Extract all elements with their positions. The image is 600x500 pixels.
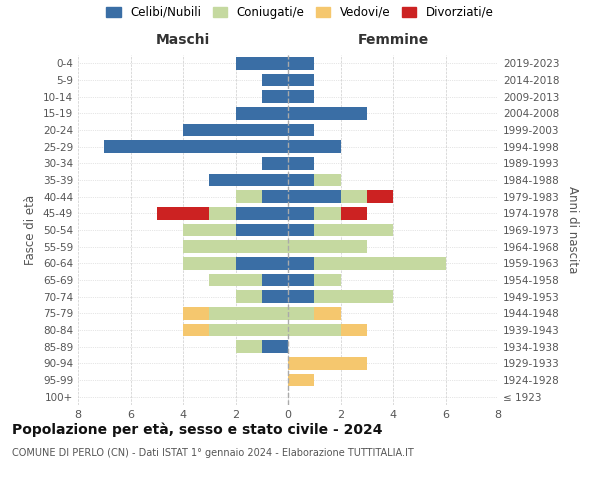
- Bar: [235, 190, 262, 203]
- Bar: [235, 340, 262, 353]
- Bar: [104, 140, 288, 153]
- Bar: [288, 224, 314, 236]
- Bar: [288, 240, 367, 253]
- Bar: [235, 207, 288, 220]
- Bar: [288, 140, 341, 153]
- Bar: [209, 174, 288, 186]
- Bar: [341, 190, 367, 203]
- Bar: [288, 190, 341, 203]
- Bar: [183, 124, 288, 136]
- Bar: [288, 174, 314, 186]
- Bar: [262, 90, 288, 103]
- Bar: [288, 74, 314, 86]
- Bar: [314, 174, 341, 186]
- Bar: [262, 274, 288, 286]
- Bar: [314, 307, 341, 320]
- Bar: [262, 157, 288, 170]
- Bar: [157, 207, 209, 220]
- Bar: [235, 257, 288, 270]
- Bar: [314, 257, 445, 270]
- Text: Maschi: Maschi: [156, 34, 210, 48]
- Bar: [262, 190, 288, 203]
- Bar: [235, 224, 288, 236]
- Bar: [262, 340, 288, 353]
- Bar: [288, 257, 314, 270]
- Bar: [209, 207, 235, 220]
- Bar: [288, 157, 314, 170]
- Text: Femmine: Femmine: [358, 34, 428, 48]
- Bar: [314, 207, 341, 220]
- Bar: [183, 240, 288, 253]
- Bar: [262, 290, 288, 303]
- Bar: [183, 257, 235, 270]
- Bar: [288, 357, 367, 370]
- Bar: [288, 207, 314, 220]
- Bar: [262, 74, 288, 86]
- Bar: [341, 207, 367, 220]
- Bar: [341, 324, 367, 336]
- Bar: [209, 274, 262, 286]
- Legend: Celibi/Nubili, Coniugati/e, Vedovi/e, Divorziati/e: Celibi/Nubili, Coniugati/e, Vedovi/e, Di…: [106, 6, 494, 19]
- Bar: [288, 307, 314, 320]
- Bar: [288, 90, 314, 103]
- Bar: [314, 290, 393, 303]
- Bar: [209, 307, 288, 320]
- Bar: [288, 324, 341, 336]
- Bar: [288, 124, 314, 136]
- Bar: [314, 224, 393, 236]
- Text: Popolazione per età, sesso e stato civile - 2024: Popolazione per età, sesso e stato civil…: [12, 422, 383, 437]
- Bar: [314, 274, 341, 286]
- Y-axis label: Fasce di età: Fasce di età: [25, 195, 37, 265]
- Bar: [288, 57, 314, 70]
- Bar: [235, 107, 288, 120]
- Bar: [183, 307, 209, 320]
- Bar: [183, 224, 235, 236]
- Text: COMUNE DI PERLO (CN) - Dati ISTAT 1° gennaio 2024 - Elaborazione TUTTITALIA.IT: COMUNE DI PERLO (CN) - Dati ISTAT 1° gen…: [12, 448, 414, 458]
- Bar: [235, 290, 262, 303]
- Bar: [367, 190, 393, 203]
- Bar: [209, 324, 288, 336]
- Bar: [288, 290, 314, 303]
- Bar: [288, 274, 314, 286]
- Bar: [288, 107, 367, 120]
- Bar: [288, 374, 314, 386]
- Bar: [235, 57, 288, 70]
- Y-axis label: Anni di nascita: Anni di nascita: [566, 186, 579, 274]
- Bar: [183, 324, 209, 336]
